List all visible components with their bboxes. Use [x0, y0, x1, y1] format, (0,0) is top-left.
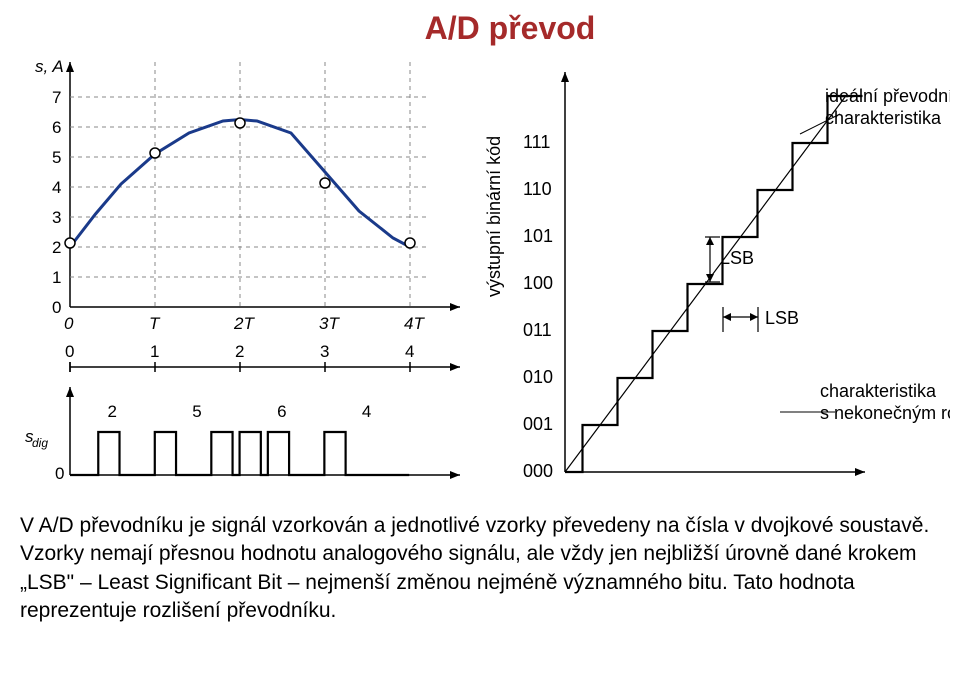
lsb-vertical: LSB — [705, 237, 754, 282]
digital-chart: s dig 0 2564 — [10, 382, 470, 487]
zero-tick: 0 — [55, 464, 64, 483]
svg-text:100: 100 — [523, 273, 553, 293]
svg-text:5: 5 — [52, 148, 61, 167]
svg-text:2: 2 — [235, 342, 244, 361]
svg-text:0: 0 — [52, 298, 61, 317]
svg-text:010: 010 — [523, 367, 553, 387]
svg-text:4T: 4T — [404, 314, 425, 332]
right-column: výstupní binární kód 000 001 010 011 100 101 1… — [480, 52, 950, 492]
anno-bot-1: charakteristika — [820, 381, 937, 401]
svg-text:3: 3 — [52, 208, 61, 227]
lsb-label-2: LSB — [765, 308, 799, 328]
left-column: s, A 0 1 2 3 4 5 6 7 0 T 2T 3T 4T — [10, 52, 470, 492]
x-ticks: 0 T 2T 3T 4T — [64, 314, 425, 332]
staircase — [565, 96, 863, 472]
grid — [70, 62, 430, 307]
svg-text:011: 011 — [523, 320, 552, 340]
svg-text:111: 111 — [523, 132, 550, 152]
right-y-label: výstupní binární kód — [484, 136, 504, 297]
svg-text:110: 110 — [523, 179, 552, 199]
svg-text:000: 000 — [523, 461, 553, 481]
svg-text:2: 2 — [108, 402, 117, 421]
sampling-chart: s, A 0 1 2 3 4 5 6 7 0 T 2T 3T 4T — [10, 52, 470, 332]
svg-text:0: 0 — [65, 342, 74, 361]
body-paragraph: V A/D převodníku je signál vzorkován a j… — [10, 512, 950, 625]
y-axis-label: s, A — [35, 57, 64, 76]
svg-text:2: 2 — [52, 238, 61, 257]
staircase-chart: výstupní binární kód 000 001 010 011 100 101 1… — [480, 52, 950, 492]
svg-text:3: 3 — [320, 342, 329, 361]
svg-text:1: 1 — [150, 342, 159, 361]
svg-text:3T: 3T — [319, 314, 340, 332]
page-title: A/D převod — [10, 10, 950, 47]
anno-top-2: charakteristika — [825, 108, 942, 128]
svg-text:5: 5 — [192, 402, 201, 421]
pulse-labels: 2 5 6 4 — [108, 402, 372, 421]
svg-text:001: 001 — [523, 414, 553, 434]
sdig-sub: dig — [32, 436, 48, 450]
anno-top-1: ideální převodní — [825, 86, 950, 106]
y-ticks: 0 1 2 3 4 5 6 7 — [52, 88, 61, 317]
svg-text:0: 0 — [64, 314, 74, 332]
svg-text:6: 6 — [52, 118, 61, 137]
svg-text:101: 101 — [523, 226, 553, 246]
diagram-row: s, A 0 1 2 3 4 5 6 7 0 T 2T 3T 4T — [10, 52, 950, 492]
svg-text:7: 7 — [52, 88, 61, 107]
svg-text:6: 6 — [277, 402, 286, 421]
svg-text:4: 4 — [52, 178, 61, 197]
bottom-annotation: charakteristika s nekonečným rozlišením — [780, 381, 950, 423]
svg-text:2T: 2T — [233, 314, 255, 332]
svg-text:T: T — [149, 314, 161, 332]
anno-bot-2: s nekonečným rozlišením — [820, 403, 950, 423]
right-yticks: 000 001 010 011 100 101 110 111 — [523, 132, 553, 481]
index-axis: 0 1 2 3 4 — [10, 332, 470, 382]
lsb-label-1: LSB — [720, 248, 754, 268]
svg-text:4: 4 — [362, 402, 371, 421]
pulse-train — [70, 432, 409, 475]
svg-text:4: 4 — [405, 342, 414, 361]
lsb-horizontal: LSB — [723, 307, 799, 332]
svg-text:1: 1 — [52, 268, 61, 287]
